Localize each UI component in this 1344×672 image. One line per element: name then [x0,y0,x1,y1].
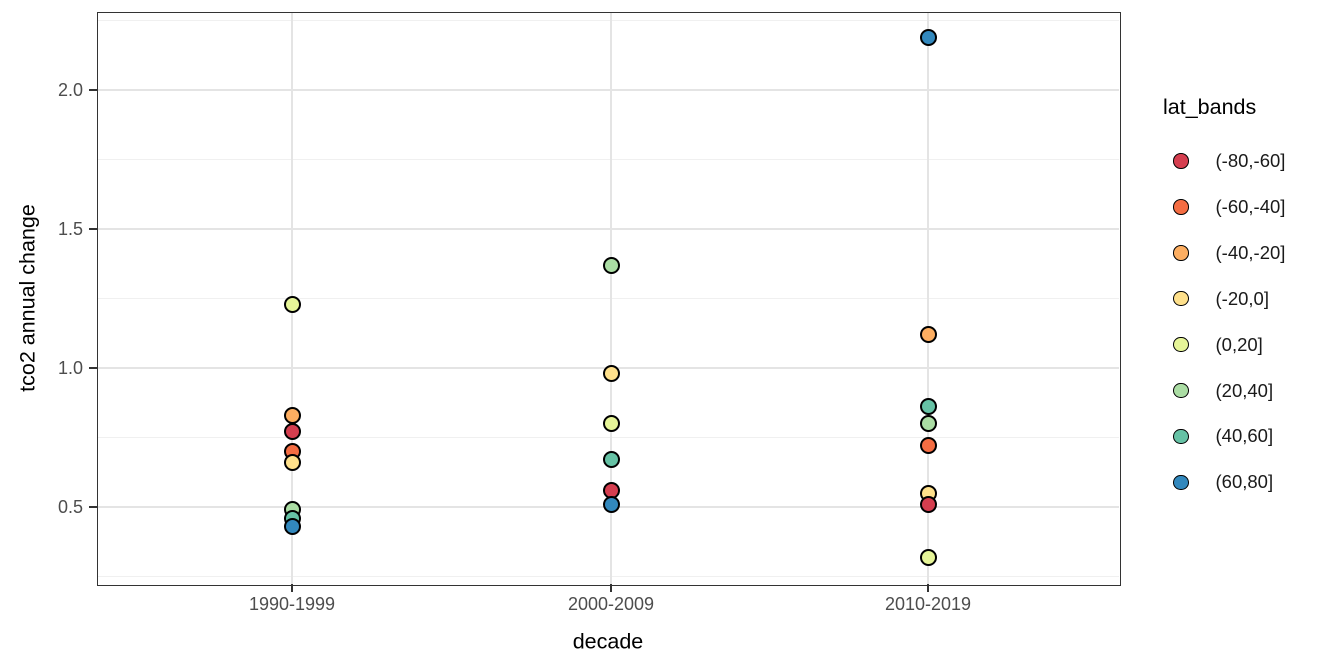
x-axis-title-text: decade [572,629,644,654]
legend-item-label: (-80,-60] [1215,150,1286,171]
legend-item-label: (20,40] [1215,379,1274,401]
x-tick-label: 1990-1999 [248,594,336,614]
y-minor-gridline [97,436,1119,439]
legend-swatch [1173,153,1189,169]
data-point [919,398,937,416]
legend-item: (0,20] [1173,330,1343,360]
y-minor-gridline [97,575,1119,578]
data-point [283,406,301,424]
legend-item: (-80,-60] [1173,146,1343,176]
y-tick-label: 0.5 [57,497,83,517]
legend-item-label: (-60,-40] [1215,195,1286,217]
legend: lat_bands (-80,-60] (-60,-40] (-40,-20] (-2… [1163,92,1343,512]
data-point [283,295,301,313]
legend-title: lat_bands [1163,95,1257,119]
data-point [602,256,620,274]
legend-item-label: (40,60] [1215,425,1274,447]
y-tick-mark [89,505,97,509]
legend-item: (-40,-20] [1173,238,1343,268]
legend-item: (40,60] [1173,421,1343,451]
legend-item-label: (-40,-20] [1215,241,1286,263]
x-tick-label: 2010-2019 [884,594,972,614]
legend-swatch [1173,245,1189,261]
data-point [602,365,620,383]
data-point [919,415,937,433]
legend-item: (60,80] [1173,467,1343,497]
data-point [283,454,301,472]
y-minor-gridline [97,158,1119,161]
y-tick-label: 2.0 [57,80,83,100]
legend-item: (-20,0] [1173,284,1343,314]
y-axis-title-text: tco2 annual change [15,204,40,392]
data-point [602,415,620,433]
legend-item-label: (-20,0] [1215,287,1269,309]
panel-border [97,12,1121,586]
x-tick-mark [609,584,613,592]
data-point [919,437,937,455]
data-point [283,423,301,441]
legend-swatch [1173,290,1189,307]
legend-item: (-60,-40] [1173,192,1343,222]
data-point [602,451,620,469]
y-tick-mark [89,227,97,231]
data-point [919,326,937,344]
y-major-gridline [97,89,1119,91]
data-point [919,28,937,46]
y-tick-label: 1.5 [57,219,83,239]
legend-item-label: (60,80] [1215,471,1274,493]
x-tick-label: 2000-2009 [567,594,655,614]
x-tick-mark [926,584,930,592]
y-tick-mark [89,366,97,370]
legend-swatch [1173,199,1189,215]
legend-swatch [1173,382,1189,399]
y-tick-label: 1.0 [57,358,83,378]
legend-item-label: (0,20] [1215,333,1263,355]
data-point [919,495,937,513]
x-tick-mark [290,584,294,592]
x-major-gridline [927,12,929,584]
y-minor-gridline [97,19,1119,22]
legend-swatch [1173,474,1189,491]
data-point [919,548,937,566]
data-point [283,517,301,535]
data-point [602,495,620,513]
y-major-gridline [97,228,1119,230]
legend-swatch [1173,336,1189,353]
x-major-gridline [610,12,612,584]
y-tick-mark [89,88,97,92]
y-minor-gridline [97,297,1119,300]
legend-swatch [1173,428,1189,445]
legend-item: (20,40] [1173,376,1343,406]
